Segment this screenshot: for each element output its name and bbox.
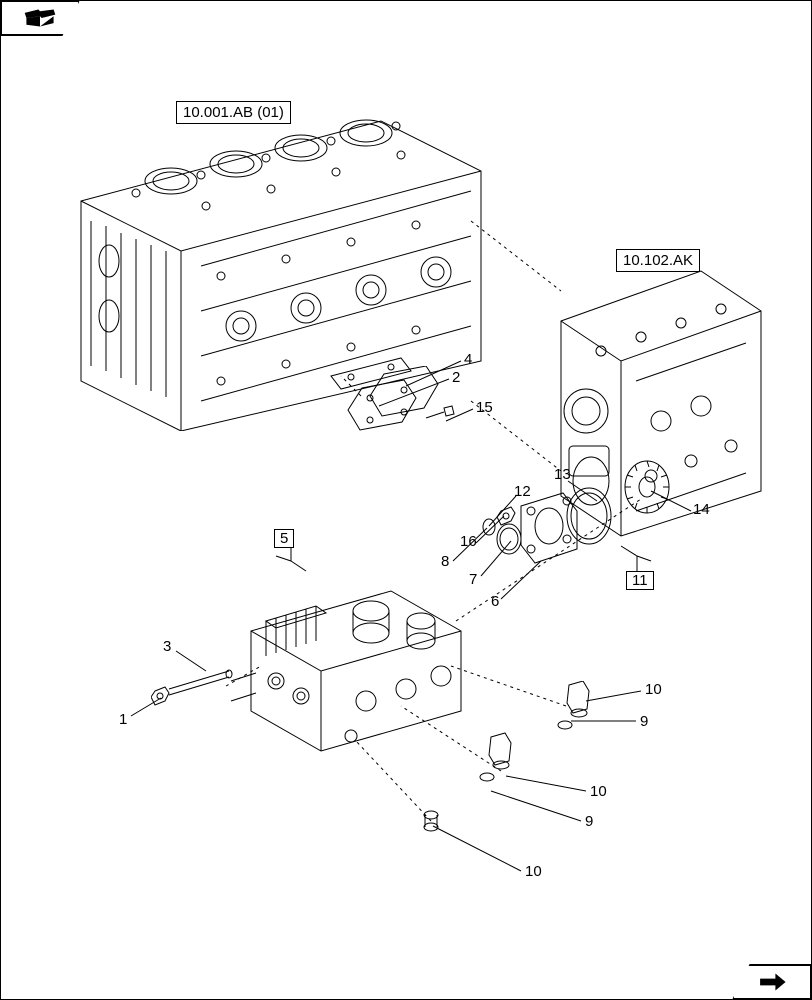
callout-3: 3 [163, 638, 171, 655]
callout-7: 7 [469, 571, 477, 588]
callout-10c: 10 [525, 863, 542, 880]
callout-15: 15 [476, 399, 493, 416]
callout-16: 16 [460, 533, 477, 550]
callout-11: 11 [626, 571, 654, 590]
diagram-area: 10.001.AB (01) 10.102.AK 4 2 15 5 12 13 … [1, 1, 811, 999]
callout-1: 1 [119, 711, 127, 728]
ref-engine-block: 10.001.AB (01) [176, 101, 291, 124]
callout-4: 4 [464, 351, 472, 368]
callout-9a: 9 [640, 713, 648, 730]
callout-8: 8 [441, 553, 449, 570]
callout-9b: 9 [585, 813, 593, 830]
callout-2: 2 [452, 369, 460, 386]
callout-14: 14 [693, 501, 710, 518]
callout-10a: 10 [645, 681, 662, 698]
ref-housing: 10.102.AK [616, 249, 700, 272]
callout-12: 12 [514, 483, 531, 500]
callout-6: 6 [491, 593, 499, 610]
callout-5: 5 [274, 529, 294, 548]
page-frame: 10.001.AB (01) 10.102.AK 4 2 15 5 12 13 … [0, 0, 812, 1000]
leader-lines [1, 1, 812, 1000]
callout-13: 13 [554, 466, 571, 483]
callout-10b: 10 [590, 783, 607, 800]
